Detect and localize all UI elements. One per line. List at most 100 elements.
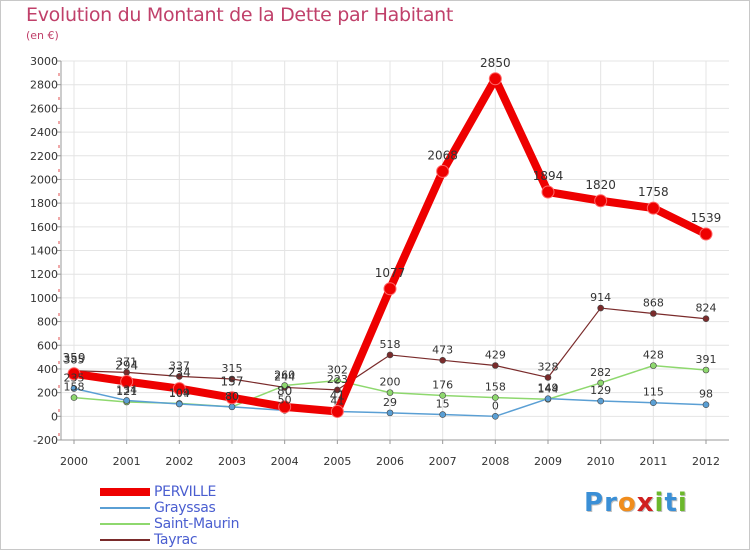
data-point [386, 351, 394, 359]
data-point [439, 411, 446, 418]
logo-letter: r [604, 488, 618, 518]
x-tick-label: 2009 [534, 455, 562, 468]
data-labels: 385 371 337 315 244 223 518 473 429 328 914 868 824 1… [63, 56, 722, 413]
data-label: 868 [643, 297, 664, 310]
logo-letter: t [664, 488, 678, 518]
data-label: 1077 [375, 266, 406, 280]
data-point [330, 404, 344, 418]
legend-label: PERVILLE [154, 484, 217, 500]
data-label: 200 [380, 376, 401, 389]
data-label: 109 [169, 386, 190, 399]
data-point [386, 389, 394, 396]
x-tick-label: 2006 [376, 455, 404, 468]
data-point [436, 164, 450, 178]
data-label: 149 [538, 382, 559, 395]
legend-label: Grayssas [154, 500, 216, 516]
y-tick-label: 600 [37, 339, 58, 352]
data-label: 80 [277, 384, 292, 398]
data-point [334, 386, 341, 394]
y-tick-label: 2200 [30, 150, 58, 163]
data-point [67, 367, 81, 381]
y-tick-label: 2600 [30, 102, 58, 115]
y-tick-label: 0 [51, 410, 58, 423]
data-label: 429 [485, 349, 506, 362]
data-point [594, 194, 608, 208]
y-tick-label: 1800 [30, 197, 58, 210]
data-point [383, 282, 397, 296]
data-label: 1539 [691, 211, 722, 225]
data-point [650, 362, 657, 369]
data-point [544, 395, 552, 402]
data-label: 158 [64, 381, 85, 394]
data-label: 260 [274, 369, 295, 382]
legend-swatch [100, 488, 150, 496]
data-point [492, 362, 499, 369]
y-tick-label: 1000 [30, 292, 58, 305]
data-point [597, 379, 604, 387]
data-label: 15 [436, 398, 450, 411]
data-label: 144 [538, 382, 559, 395]
data-point [488, 72, 502, 86]
y-tick-label: 2000 [30, 173, 58, 186]
data-point [70, 394, 78, 401]
data-label: 1894 [533, 169, 564, 183]
data-label: 359 [63, 351, 86, 365]
data-label: 1820 [585, 178, 616, 192]
data-point [228, 403, 236, 411]
data-label: 176 [432, 378, 453, 391]
data-label: 223 [327, 373, 348, 386]
data-point [492, 394, 499, 401]
legend-item: Grayssas [100, 500, 239, 516]
data-point [439, 392, 446, 399]
x-tick-label: 2003 [218, 455, 246, 468]
y-tick-label: 400 [37, 363, 58, 376]
y-tick-label: 2400 [30, 126, 58, 139]
data-label: 41 [330, 394, 344, 407]
data-point [278, 400, 292, 414]
data-point [386, 409, 394, 417]
data-label: 282 [590, 366, 611, 379]
y-tick-label: 2800 [30, 79, 58, 92]
legend-item: PERVILLE [100, 484, 239, 500]
logo-letter: i [654, 488, 665, 518]
data-point [492, 413, 499, 420]
data-label: 294 [115, 358, 138, 372]
logo-letter: P [584, 488, 605, 518]
data-point [70, 385, 78, 392]
data-point [702, 401, 710, 409]
data-label: 914 [590, 291, 611, 304]
data-point [176, 400, 183, 408]
data-label: 29 [383, 396, 397, 409]
data-label: 1758 [638, 185, 669, 199]
chart-title: Evolution du Montant de la Dette par Hab… [26, 4, 454, 26]
data-point [650, 399, 657, 406]
data-point [702, 366, 710, 374]
x-tick-label: 2007 [429, 455, 457, 468]
data-point [597, 304, 604, 312]
legend-swatch [100, 523, 150, 525]
x-tick-label: 2000 [60, 455, 88, 468]
data-point [176, 373, 183, 380]
data-point [334, 377, 341, 384]
data-label: 234 [168, 366, 191, 380]
logo-letter: x [636, 488, 655, 518]
x-tick-label: 2008 [481, 455, 509, 468]
data-label: 385 [64, 354, 85, 367]
data-point [650, 310, 657, 317]
y-tick-label: 800 [37, 316, 58, 329]
legend-label: Tayrac [154, 532, 198, 548]
data-label: 129 [590, 384, 611, 397]
data-label: 371 [116, 355, 137, 368]
data-label: 115 [643, 386, 664, 399]
data-label: 235 [64, 371, 85, 384]
data-label: 0 [492, 399, 499, 412]
proxiti-logo: Proxiti [584, 488, 688, 518]
data-point [120, 374, 134, 388]
data-label: 80 [225, 390, 239, 403]
data-label: 50 [278, 393, 292, 406]
axes: -200020040060080010001200140016001800200… [30, 55, 729, 468]
legend-label: Saint-Maurin [154, 516, 240, 532]
y-tick-label: -200 [33, 434, 58, 447]
